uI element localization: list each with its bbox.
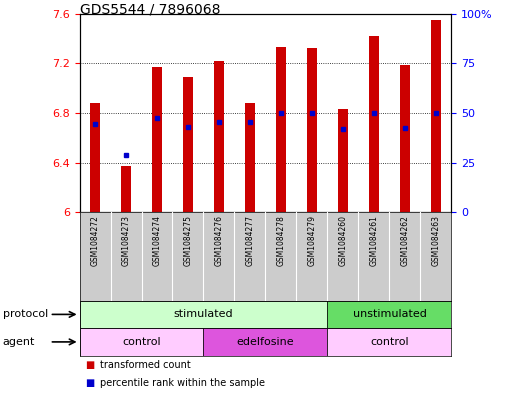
Bar (245, 103, 255, 212)
Bar (183, 77, 193, 212)
Text: GSM1084272: GSM1084272 (90, 215, 100, 266)
Bar (213, 61, 224, 212)
Bar (204, 328, 327, 356)
Text: GDS5544 / 7896068: GDS5544 / 7896068 (80, 3, 220, 17)
Text: GSM1084275: GSM1084275 (184, 215, 192, 266)
Text: GSM1084262: GSM1084262 (401, 215, 409, 266)
Text: protocol: protocol (3, 309, 48, 320)
Text: agent: agent (3, 337, 35, 347)
Bar (307, 48, 318, 212)
Text: control: control (122, 337, 161, 347)
Text: control: control (370, 337, 409, 347)
Text: unstimulated: unstimulated (352, 309, 426, 320)
Bar (90, 103, 101, 212)
Text: GSM1084273: GSM1084273 (122, 215, 130, 266)
Text: percentile rank within the sample: percentile rank within the sample (100, 378, 265, 388)
Text: GSM1084274: GSM1084274 (152, 215, 162, 266)
Text: GSM1084261: GSM1084261 (369, 215, 379, 266)
Bar (400, 64, 410, 212)
Text: GSM1084263: GSM1084263 (431, 215, 441, 266)
Bar (80, 328, 204, 356)
Text: GSM1084279: GSM1084279 (307, 215, 317, 266)
Text: ■: ■ (85, 378, 94, 388)
Bar (430, 20, 441, 212)
Bar (327, 328, 451, 356)
Bar (121, 166, 131, 212)
Bar (368, 36, 380, 212)
Text: GSM1084278: GSM1084278 (277, 215, 285, 266)
Text: GSM1084277: GSM1084277 (246, 215, 254, 266)
Bar (327, 301, 451, 328)
Text: edelfosine: edelfosine (236, 337, 294, 347)
Bar (275, 47, 286, 212)
Text: ■: ■ (85, 360, 94, 371)
Bar (80, 301, 327, 328)
Text: GSM1084260: GSM1084260 (339, 215, 347, 266)
Text: GSM1084276: GSM1084276 (214, 215, 224, 266)
Bar (338, 109, 348, 212)
Bar (151, 67, 163, 212)
Text: stimulated: stimulated (174, 309, 233, 320)
Text: transformed count: transformed count (100, 360, 191, 371)
